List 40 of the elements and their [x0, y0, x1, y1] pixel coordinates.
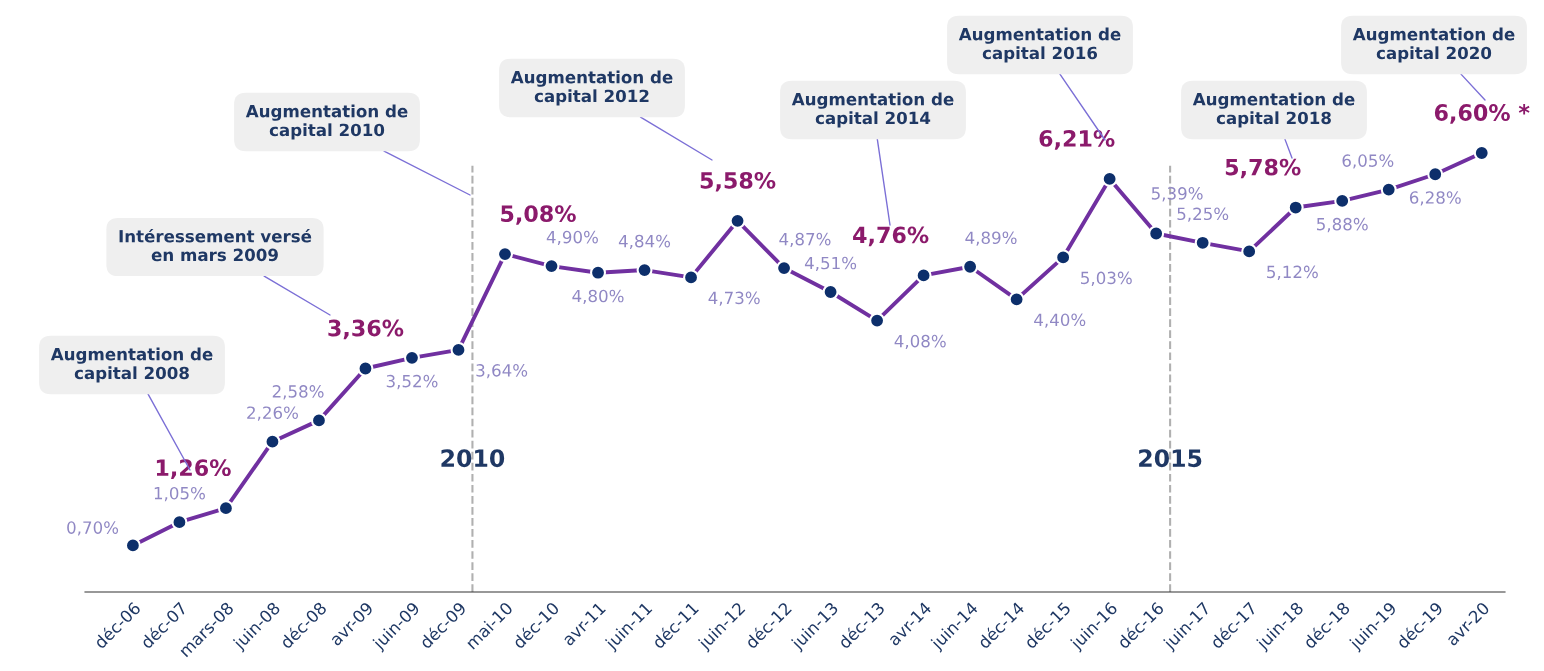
ref-line-label: 2015	[1139, 449, 1202, 468]
annotation: Augmentation de capital 2008	[50, 347, 213, 383]
data-label: 4,90%	[546, 230, 598, 246]
data-label: 0,70%	[67, 521, 119, 536]
data-label: 6,21%	[1039, 130, 1115, 150]
data-label: 6,05%	[1342, 154, 1394, 169]
data-label: 4,08%	[894, 334, 946, 350]
text: Augmentation de capital 2018	[1192, 92, 1355, 128]
text: Augmentation de capital 2016	[958, 27, 1121, 63]
data-label: 1,05%	[154, 486, 205, 502]
data-label: 5,25%	[1177, 207, 1229, 222]
ref-line-label: 2010	[441, 449, 505, 468]
data-label: 4,89%	[965, 231, 1017, 246]
data-label: 5,88%	[1317, 217, 1368, 233]
data-label: 5,58%	[700, 171, 776, 192]
data-label: 5,78%	[1225, 158, 1301, 179]
data-label: 3,52%	[386, 374, 438, 390]
data-label: 6,60% *	[1434, 104, 1530, 124]
data-label: 1,26%	[156, 459, 231, 479]
data-label: 4,40%	[1034, 313, 1086, 328]
data-label: 5,12%	[1267, 265, 1318, 280]
data-label: 4,51%	[804, 256, 857, 272]
text: Augmentation de capital 2010	[245, 104, 408, 140]
data-label: 5,39%	[1151, 187, 1203, 202]
data-label: 5,08%	[501, 205, 576, 225]
data-label: 4,87%	[779, 232, 831, 248]
data-label: 3,36%	[328, 319, 404, 340]
data-label: 2,58%	[272, 385, 324, 400]
data-label: 4,73%	[708, 291, 760, 306]
text: Augmentation de capital 2012	[510, 70, 673, 106]
annotation: Intéressement versé en mars 2009	[119, 228, 312, 262]
data-label: 3,64%	[476, 364, 528, 379]
text: Augmentation de capital 2020	[1352, 27, 1515, 63]
text: Augmentation de capital 2014	[791, 92, 954, 128]
data-label: 4,80%	[572, 289, 624, 304]
data-label: 4,76%	[853, 226, 929, 247]
data-label: 4,84%	[618, 234, 671, 250]
data-label: 6,28%	[1409, 191, 1461, 206]
data-label: 5,03%	[1081, 271, 1132, 286]
data-label: 2,26%	[247, 406, 298, 421]
